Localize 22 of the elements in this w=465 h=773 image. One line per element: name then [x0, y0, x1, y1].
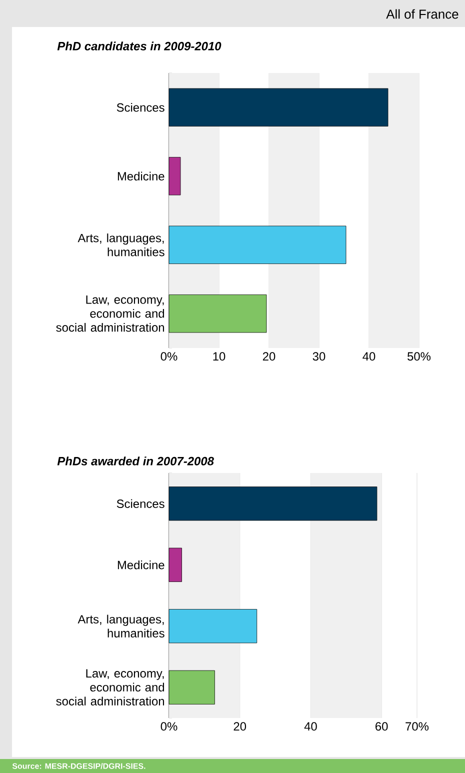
x-tick-label: 70%	[406, 722, 429, 731]
y-tick-label: Law, economy, economic and social administration	[56, 296, 164, 332]
y-tick-label: Medicine	[118, 560, 164, 570]
x-tick-label: 20	[234, 722, 246, 731]
x-tick-label: 0%	[160, 352, 178, 361]
y-tick-label: Arts, languages, humanities	[78, 614, 164, 638]
x-tick-label: 20	[262, 352, 276, 361]
y-tick-label: Sciences	[116, 499, 164, 508]
chart-subtitle: All of France	[386, 9, 458, 19]
y-tick-label: Sciences	[116, 102, 164, 112]
chart-title: PhD candidates in 2009-2010	[57, 42, 222, 50]
x-tick-label: 50%	[408, 352, 431, 361]
x-tick-label: 30	[312, 352, 326, 361]
y-tick-label: Arts, languages, humanities	[78, 234, 164, 256]
x-tick-label: 0%	[160, 722, 178, 731]
chart-title: PhDs awarded in 2007-2008	[57, 456, 214, 466]
x-tick-label: 40	[362, 352, 376, 361]
y-tick-label: Medicine	[118, 172, 164, 181]
y-tick-label: Law, economy, economic and social administration	[56, 669, 164, 706]
x-tick-label: 60	[376, 722, 388, 731]
x-tick-label: 10	[213, 352, 226, 361]
x-tick-label: 40	[304, 722, 317, 731]
